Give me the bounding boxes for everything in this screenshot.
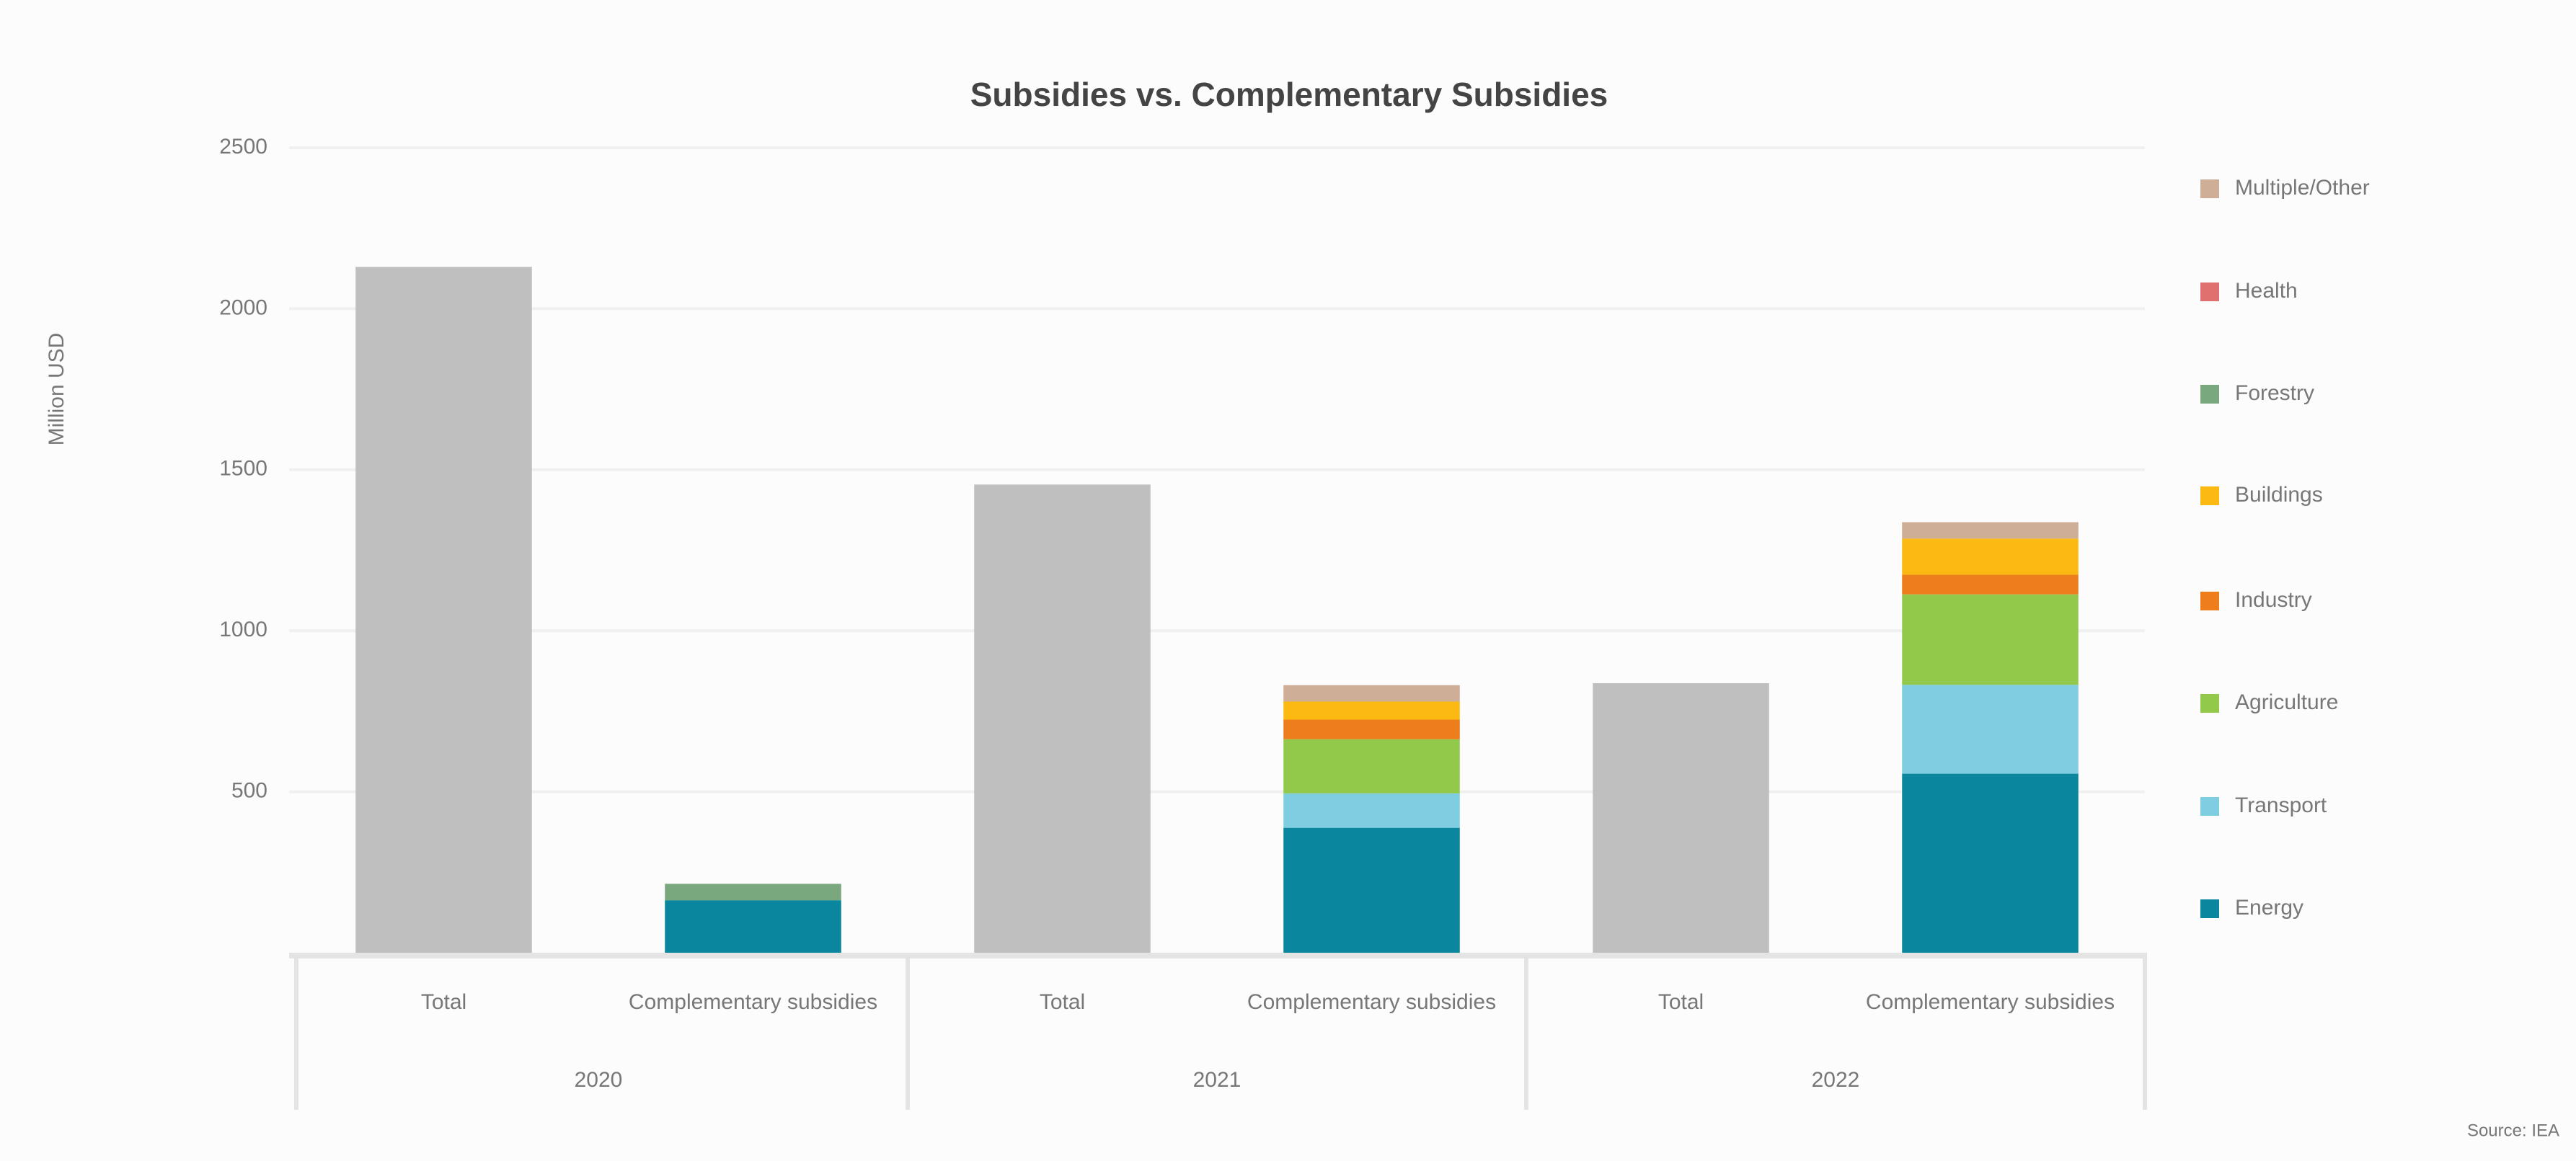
total-bar xyxy=(355,267,532,953)
legend-label: Health xyxy=(2235,279,2298,303)
legend-swatch xyxy=(2200,486,2219,505)
x-tick-label: Total xyxy=(1658,990,1704,1014)
bar-segment xyxy=(1902,522,2079,539)
bar-segment xyxy=(1902,538,2079,575)
y-tick-label: 2500 xyxy=(219,135,267,159)
bar-segment xyxy=(1283,793,1460,828)
bar-segment xyxy=(1902,685,2079,774)
legend-swatch xyxy=(2200,592,2219,610)
group-label: 2021 xyxy=(1193,1068,1241,1092)
legend-swatch xyxy=(2200,385,2219,404)
legend-label: Multiple/Other xyxy=(2235,176,2370,200)
bar-segment xyxy=(1283,719,1460,739)
x-tick-label: Complementary subsidies xyxy=(1866,990,2115,1014)
legend-label: Forestry xyxy=(2235,381,2314,405)
legend-swatch xyxy=(2200,694,2219,713)
y-tick-label: 2000 xyxy=(219,295,267,319)
legend-swatch xyxy=(2200,797,2219,816)
y-axis-label: Million USD xyxy=(45,333,68,446)
total-bar xyxy=(974,484,1151,953)
x-tick-label: Total xyxy=(1040,990,1085,1014)
legend-label: Energy xyxy=(2235,896,2303,920)
y-tick-label: 1500 xyxy=(219,457,267,481)
x-tick-label: Complementary subsidies xyxy=(1247,990,1496,1014)
group-label: 2020 xyxy=(575,1068,623,1092)
legend-label: Agriculture xyxy=(2235,690,2338,714)
bar-segment xyxy=(1283,685,1460,702)
legend-label: Industry xyxy=(2235,588,2312,612)
total-bar xyxy=(1593,683,1769,953)
legend-swatch xyxy=(2200,283,2219,301)
source-note: Source: IEA xyxy=(2467,1121,2559,1140)
x-tick-label: Complementary subsidies xyxy=(629,990,877,1014)
bar-segment xyxy=(665,884,841,901)
group-label: 2022 xyxy=(1812,1068,1860,1092)
chart-title: Subsidies vs. Complementary Subsidies xyxy=(970,76,1608,113)
bar-segment xyxy=(1283,739,1460,793)
legend-swatch xyxy=(2200,179,2219,198)
legend-swatch xyxy=(2200,899,2219,918)
x-tick-label: Total xyxy=(421,990,466,1014)
y-tick-label: 1000 xyxy=(219,618,267,641)
bar-segment xyxy=(1283,827,1460,953)
legend-label: Buildings xyxy=(2235,483,2323,507)
legend-label: Transport xyxy=(2235,793,2327,817)
bar-segment xyxy=(1283,701,1460,720)
bar-segment xyxy=(1902,594,2079,685)
bar-segment xyxy=(1902,574,2079,595)
y-tick-label: 500 xyxy=(231,779,267,803)
bar-segment xyxy=(665,900,841,953)
bar-segment xyxy=(1902,773,2079,953)
